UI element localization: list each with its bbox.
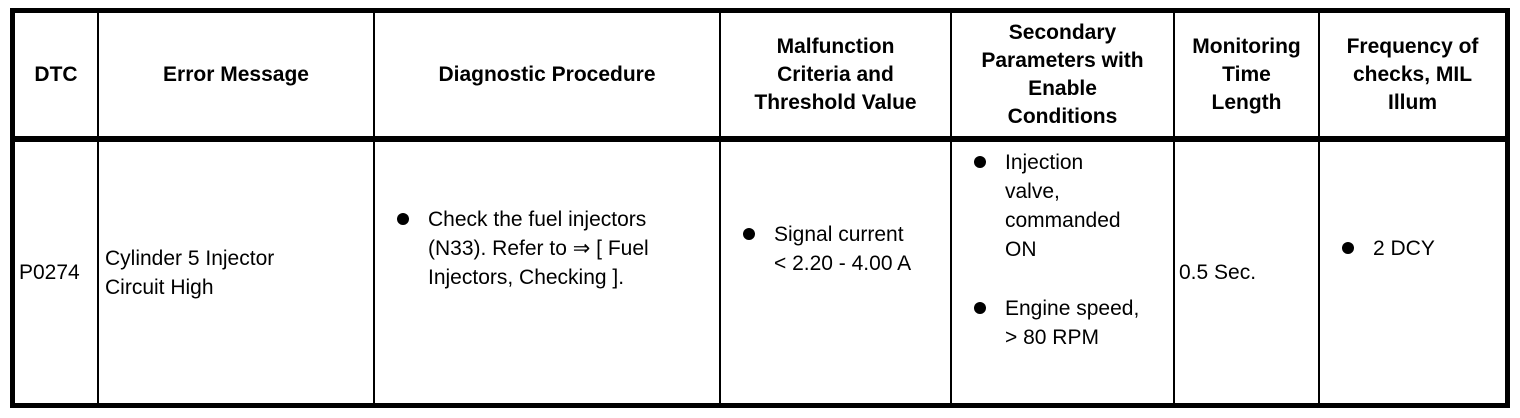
- dtc-table: DTC Error Message Diagnostic Procedure M…: [10, 8, 1510, 408]
- list-item: Check the fuel injectors (N33). Refer to…: [397, 205, 715, 292]
- header-row: DTC Error Message Diagnostic Procedure M…: [15, 13, 1505, 142]
- secondary-parameters-cell: Injection valve, commanded ON Engine spe…: [952, 142, 1175, 403]
- monitoring-time-cell: 0.5 Sec.: [1175, 142, 1320, 403]
- malfunction-criteria-list: Signal current < 2.20 - 4.00 A: [721, 220, 950, 278]
- table-row: P0274 Cylinder 5 Injector Circuit High C…: [15, 142, 1505, 403]
- secondary-parameter-text: Injection valve, commanded ON: [1005, 151, 1121, 261]
- list-item: Engine speed, > 80 RPM: [974, 294, 1169, 352]
- list-item: Signal current < 2.20 - 4.00 A: [743, 220, 946, 278]
- bullet-icon: [743, 227, 755, 240]
- header-secondary-parameters: Secondary Parameters with Enable Conditi…: [952, 13, 1175, 142]
- frequency-cell: 2 DCY: [1320, 142, 1505, 403]
- dtc-value: P0274: [19, 261, 80, 284]
- frequency-text: 2 DCY: [1373, 237, 1435, 260]
- malfunction-criteria-cell: Signal current < 2.20 - 4.00 A: [721, 142, 952, 403]
- secondary-parameter-text: Engine speed, > 80 RPM: [1005, 297, 1140, 349]
- error-message-text: Cylinder 5 Injector Circuit High: [105, 246, 275, 299]
- list-item: Injection valve, commanded ON: [974, 148, 1169, 264]
- header-frequency-of-checks: Frequency of checks, MIL Illum: [1320, 13, 1505, 142]
- bullet-icon: [1342, 242, 1354, 254]
- frequency-list: 2 DCY: [1320, 234, 1505, 263]
- header-error-message: Error Message: [99, 13, 375, 142]
- bullet-icon: [974, 156, 986, 168]
- diagnostic-procedure-text: Check the fuel injectors (N33). Refer to…: [428, 208, 649, 289]
- header-malfunction-criteria: Malfunction Criteria and Threshold Value: [721, 13, 952, 142]
- bullet-icon: [974, 302, 986, 314]
- monitoring-time-value: 0.5 Sec.: [1179, 261, 1257, 284]
- malfunction-criteria-text: Signal current < 2.20 - 4.00 A: [774, 222, 912, 275]
- list-item: 2 DCY: [1342, 234, 1501, 263]
- bullet-icon: [397, 213, 409, 225]
- error-message-cell: Cylinder 5 Injector Circuit High: [99, 142, 375, 403]
- diagnostic-procedure-cell: Check the fuel injectors (N33). Refer to…: [375, 142, 721, 403]
- header-monitoring-time: Monitoring Time Length: [1175, 13, 1320, 142]
- secondary-parameters-list: Injection valve, commanded ON Engine spe…: [952, 148, 1173, 352]
- header-diagnostic-procedure: Diagnostic Procedure: [375, 13, 721, 142]
- diagnostic-procedure-list: Check the fuel injectors (N33). Refer to…: [375, 205, 719, 292]
- dtc-cell: P0274: [15, 142, 99, 403]
- header-dtc: DTC: [15, 13, 99, 142]
